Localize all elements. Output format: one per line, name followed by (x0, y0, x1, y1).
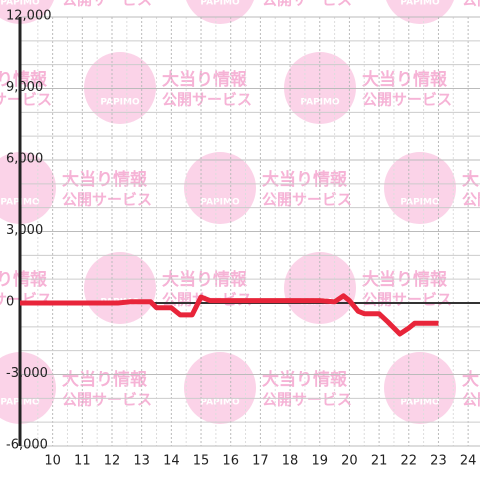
y-tick-label: 12,000 (6, 9, 52, 24)
x-tick-label: 19 (311, 454, 328, 469)
watermark-subtitle: 公開サービス (262, 0, 352, 9)
watermark-subtitle: 公開サービス (162, 91, 252, 109)
watermark-title: 大当り情報 (162, 69, 248, 90)
watermark-logo (0, 152, 56, 224)
watermark-subtitle: 公開サービス (0, 91, 52, 109)
x-tick-label: 23 (430, 454, 447, 469)
watermark-logo (386, 0, 454, 24)
x-tick-label: 24 (460, 454, 477, 469)
x-tick-label: 16 (222, 454, 239, 469)
watermark-logo (384, 152, 456, 224)
x-tick-label: 10 (44, 454, 61, 469)
watermark-logo-text: PAPIMO (400, 198, 440, 208)
watermark-logo-text: PAPIMO (200, 398, 240, 408)
watermark-subtitle: 公開サービス (362, 91, 452, 109)
y-tick-label: 9,000 (6, 80, 43, 95)
watermark-logo (84, 252, 156, 324)
x-tick-label: 14 (163, 454, 180, 469)
watermark-logo-text: PAPIMO (400, 398, 440, 408)
x-tick-label: 20 (341, 454, 358, 469)
x-tick-label: 18 (282, 454, 299, 469)
watermark-title: 大当り情報 (462, 169, 480, 190)
x-tick-label: 21 (371, 454, 388, 469)
watermark-title: 大当り情報 (262, 169, 348, 190)
y-tick-label: 0 (6, 295, 14, 310)
watermark-logo (0, 352, 56, 424)
x-tick-label: 17 (252, 454, 269, 469)
watermark-logo (0, 0, 54, 24)
watermark-subtitle: 公開サービス (462, 191, 480, 209)
watermark-logo (184, 152, 256, 224)
y-tick-label: 6,000 (6, 152, 43, 167)
watermark-title: 大当り情報 (0, 69, 48, 90)
watermark-title: 大当り情報 (62, 369, 148, 390)
x-tick-label: 12 (104, 454, 121, 469)
y-tick-label: -3,000 (6, 366, 48, 381)
watermark-title: 大当り情報 (362, 69, 448, 90)
watermark-title: 大当り情報 (62, 169, 148, 190)
y-tick-label: 3,000 (6, 223, 43, 238)
x-tick-label: 13 (133, 454, 150, 469)
watermark-subtitle: 公開サービス (462, 0, 480, 9)
x-tick-label: 22 (401, 454, 418, 469)
data-line (20, 293, 439, 337)
watermark-logo-text: PAPIMO (200, 0, 240, 8)
watermark-subtitle: 公開サービス (262, 191, 352, 209)
watermark-subtitle: 公開サービス (62, 191, 152, 209)
watermark-subtitle: 公開サービス (62, 0, 152, 9)
watermark-logo-text: PAPIMO (400, 0, 440, 8)
watermark-subtitle: 公開サービス (262, 391, 352, 409)
watermark-layer: PAPIMO大当り情報公開サービスPAPIMO大当り情報公開サービスPAPIMO… (0, 0, 480, 424)
x-tick-label: 15 (193, 454, 210, 469)
x-tick-label: 11 (74, 454, 91, 469)
watermark-title: 大当り情報 (462, 369, 480, 390)
watermark-subtitle: 公開サービス (462, 391, 480, 409)
watermark-logo (384, 352, 456, 424)
y-tick-label: -6,000 (6, 438, 48, 453)
watermark-logo (184, 352, 256, 424)
watermark-logo-text: PAPIMO (100, 98, 140, 108)
watermark-logo (186, 0, 254, 24)
watermark-logo-text: PAPIMO (200, 198, 240, 208)
watermark-subtitle: 公開サービス (62, 391, 152, 409)
watermark-logo-text: PAPIMO (0, 0, 40, 8)
watermark-logo (284, 252, 356, 324)
